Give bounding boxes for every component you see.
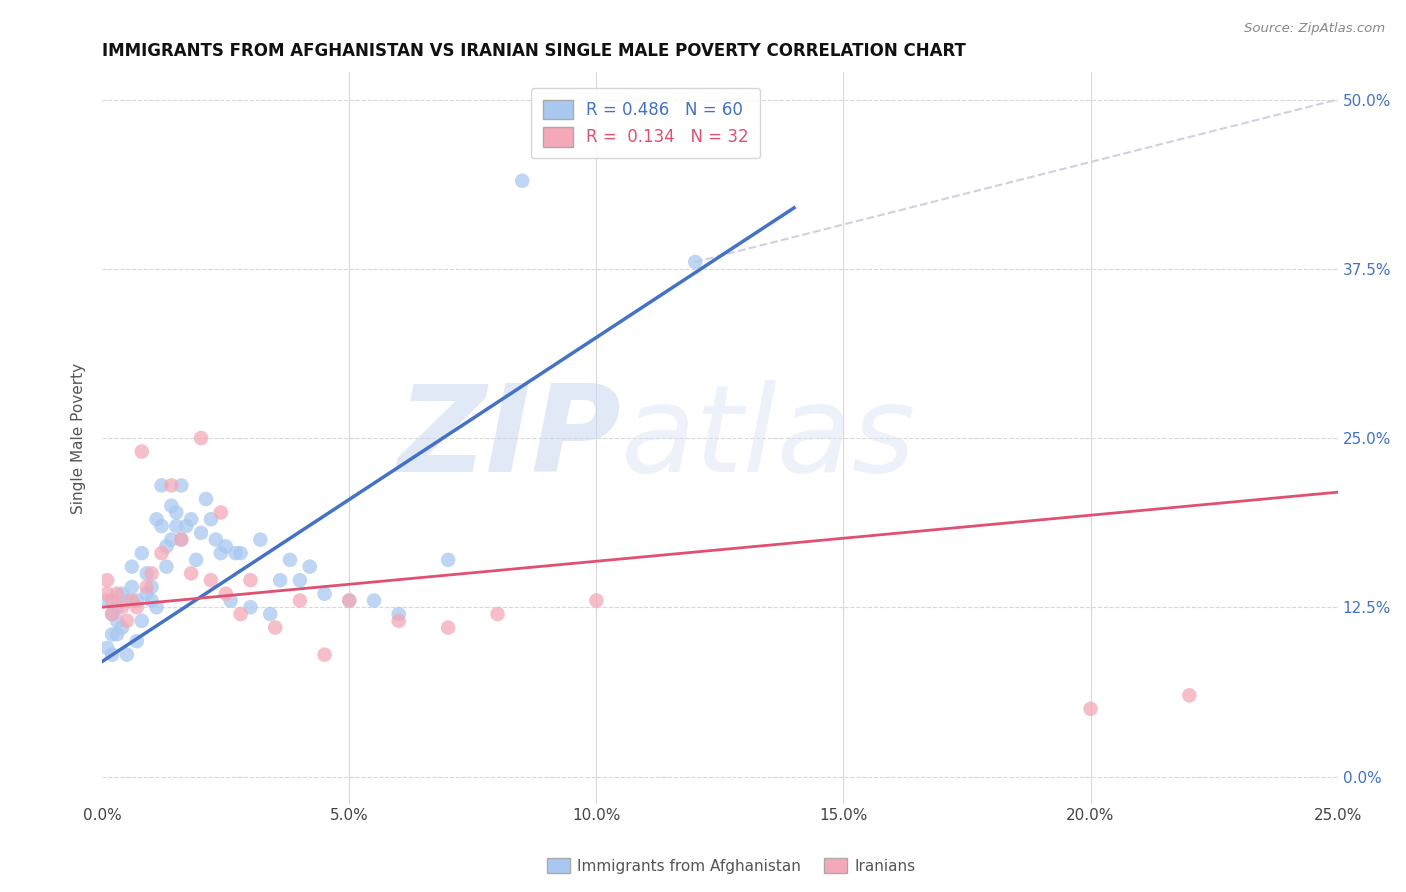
Point <box>125 600 148 615</box>
Point <box>239 573 262 587</box>
Point <box>96 593 118 607</box>
Point <box>388 614 411 628</box>
Point <box>160 533 183 547</box>
Point <box>125 634 148 648</box>
Point <box>145 512 167 526</box>
Point <box>190 431 212 445</box>
Point <box>195 491 218 506</box>
Point <box>125 593 148 607</box>
Point <box>510 174 533 188</box>
Point <box>150 519 173 533</box>
Point <box>131 614 153 628</box>
Point <box>135 580 157 594</box>
Point <box>174 519 197 533</box>
Point <box>121 580 143 594</box>
Point <box>314 648 336 662</box>
Point <box>288 593 311 607</box>
Legend: R = 0.486   N = 60, R =  0.134   N = 32: R = 0.486 N = 60, R = 0.134 N = 32 <box>531 88 761 158</box>
Point <box>121 593 143 607</box>
Point <box>96 640 118 655</box>
Point <box>200 512 222 526</box>
Point <box>101 593 124 607</box>
Text: ZIP: ZIP <box>398 379 621 497</box>
Point <box>115 593 138 607</box>
Point <box>219 593 242 607</box>
Point <box>101 627 124 641</box>
Point <box>249 533 271 547</box>
Point <box>209 546 232 560</box>
Point <box>105 600 128 615</box>
Point <box>180 566 202 581</box>
Point <box>337 593 360 607</box>
Point <box>170 533 193 547</box>
Point <box>155 539 177 553</box>
Point <box>229 546 252 560</box>
Point <box>105 587 128 601</box>
Point <box>141 580 163 594</box>
Point <box>337 593 360 607</box>
Point <box>121 559 143 574</box>
Text: atlas: atlas <box>621 379 917 497</box>
Point <box>239 600 262 615</box>
Point <box>314 587 336 601</box>
Point <box>278 553 301 567</box>
Point <box>155 559 177 574</box>
Point <box>141 593 163 607</box>
Point <box>269 573 291 587</box>
Point <box>160 478 183 492</box>
Text: Source: ZipAtlas.com: Source: ZipAtlas.com <box>1244 22 1385 36</box>
Point <box>180 512 202 526</box>
Point <box>115 614 138 628</box>
Point <box>225 546 247 560</box>
Point <box>298 559 321 574</box>
Point <box>96 587 118 601</box>
Y-axis label: Single Male Poverty: Single Male Poverty <box>72 362 86 514</box>
Legend: Immigrants from Afghanistan, Iranians: Immigrants from Afghanistan, Iranians <box>540 852 922 880</box>
Point <box>96 573 118 587</box>
Point <box>165 506 187 520</box>
Point <box>111 600 134 615</box>
Point <box>105 614 128 628</box>
Point <box>101 607 124 621</box>
Text: IMMIGRANTS FROM AFGHANISTAN VS IRANIAN SINGLE MALE POVERTY CORRELATION CHART: IMMIGRANTS FROM AFGHANISTAN VS IRANIAN S… <box>103 42 966 60</box>
Point <box>135 566 157 581</box>
Point <box>215 587 238 601</box>
Point <box>437 621 460 635</box>
Point <box>150 478 173 492</box>
Point <box>363 593 385 607</box>
Point <box>111 621 134 635</box>
Point <box>288 573 311 587</box>
Point <box>160 499 183 513</box>
Point <box>150 546 173 560</box>
Point <box>1080 702 1102 716</box>
Point <box>170 533 193 547</box>
Point <box>101 648 124 662</box>
Point <box>115 648 138 662</box>
Point <box>229 607 252 621</box>
Point <box>388 607 411 621</box>
Point <box>683 255 706 269</box>
Point <box>264 621 287 635</box>
Point <box>209 506 232 520</box>
Point <box>131 444 153 458</box>
Point <box>170 478 193 492</box>
Point <box>215 539 238 553</box>
Point <box>165 519 187 533</box>
Point <box>105 627 128 641</box>
Point <box>111 587 134 601</box>
Point <box>184 553 207 567</box>
Point <box>585 593 607 607</box>
Point <box>131 546 153 560</box>
Point <box>190 525 212 540</box>
Point <box>145 600 167 615</box>
Point <box>486 607 509 621</box>
Point <box>205 533 228 547</box>
Point <box>259 607 281 621</box>
Point <box>101 607 124 621</box>
Point <box>437 553 460 567</box>
Point <box>200 573 222 587</box>
Point <box>141 566 163 581</box>
Point <box>1178 688 1201 702</box>
Point <box>135 587 157 601</box>
